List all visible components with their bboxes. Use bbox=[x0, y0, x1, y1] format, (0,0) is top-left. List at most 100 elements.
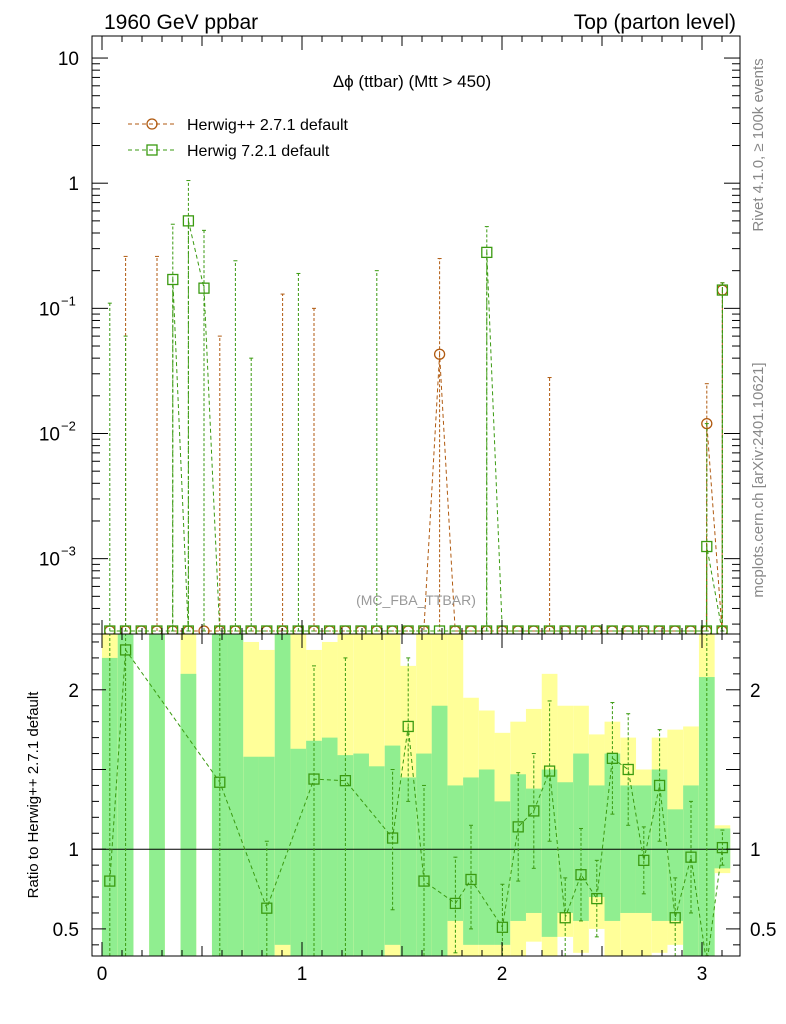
floor-marker bbox=[308, 625, 320, 634]
ratio-y-tick-label-right: 1 bbox=[750, 840, 761, 861]
floor-marker bbox=[449, 625, 461, 634]
legend-label: Herwig 7.2.1 default bbox=[187, 143, 330, 160]
floor-marker bbox=[575, 625, 587, 634]
uncertainty-band-inner bbox=[651, 769, 668, 921]
ratio-data-point bbox=[465, 873, 477, 886]
data-point-herwig7 bbox=[701, 540, 713, 553]
ratio-data-point bbox=[496, 921, 509, 933]
header-left-title: 1960 GeV ppbar bbox=[104, 11, 258, 34]
floor-marker bbox=[182, 625, 194, 634]
y-tick-label: 1 bbox=[68, 174, 79, 195]
ratio-data-point bbox=[622, 763, 634, 776]
floor-marker bbox=[276, 625, 289, 634]
floor-marker bbox=[229, 625, 242, 634]
uncertainty-band-inner bbox=[431, 705, 448, 956]
ratio-y-tick-label-right: 2 bbox=[750, 681, 761, 702]
ratio-axes: 0.5 0.5 1 1 2 2 0 1 2 3 bbox=[53, 634, 776, 985]
ratio-panel: 0.5 0.5 1 1 2 2 0 1 2 3 Ratio to Herwig++ 2.7.1 d… bbox=[25, 633, 776, 985]
data-point-herwigpp bbox=[433, 348, 446, 360]
uncertainty-band-inner bbox=[494, 801, 511, 945]
analysis-watermark: (MC_FBA_TTBAR) bbox=[356, 592, 476, 608]
x-tick-label: 3 bbox=[697, 964, 708, 985]
uncertainty-band-inner bbox=[384, 745, 401, 945]
ratio-plot-area bbox=[92, 634, 740, 956]
main-plot-area bbox=[104, 180, 729, 634]
y-tick-exponent: −1 bbox=[61, 293, 76, 308]
ratio-y-tick-label: 0.5 bbox=[53, 920, 79, 941]
floor-marker bbox=[528, 625, 540, 634]
uncertainty-band-inner bbox=[510, 774, 527, 921]
ratio-data-point bbox=[261, 902, 273, 914]
ratio-y-tick-label: 2 bbox=[68, 681, 79, 702]
y-tick-label: 10 bbox=[58, 49, 79, 70]
floor-marker bbox=[512, 625, 524, 634]
ratio-data-point bbox=[591, 892, 603, 905]
ratio-series-line bbox=[109, 648, 723, 956]
ratio-data-point bbox=[606, 752, 619, 764]
ratio-data-point bbox=[559, 912, 571, 924]
floor-marker bbox=[245, 625, 257, 634]
ratio-data-point bbox=[104, 875, 116, 887]
ratio-data-point bbox=[669, 912, 681, 924]
uncertainty-band-inner bbox=[149, 634, 165, 956]
floor-marker bbox=[355, 625, 367, 634]
uncertainty-band-inner bbox=[101, 657, 118, 956]
floor-marker bbox=[685, 625, 697, 634]
uncertainty-band-inner bbox=[698, 677, 715, 956]
legend-marker bbox=[146, 144, 158, 156]
uncertainty-band-inner bbox=[180, 673, 197, 956]
uncertainty-band-inner bbox=[353, 753, 370, 956]
uncertainty-band-inner bbox=[400, 777, 417, 956]
floor-marker bbox=[402, 625, 414, 634]
ratio-data-point bbox=[685, 851, 697, 863]
y-tick-label: 10 bbox=[39, 550, 60, 571]
x-tick-label: 1 bbox=[297, 964, 308, 985]
floor-marker bbox=[465, 625, 477, 634]
ratio-data-point bbox=[638, 854, 650, 867]
floor-marker bbox=[104, 625, 116, 634]
uncertainty-band-inner bbox=[290, 748, 307, 956]
floor-marker bbox=[637, 625, 650, 634]
ratio-frame bbox=[91, 633, 741, 957]
floor-marker bbox=[606, 625, 618, 634]
uncertainty-band-inner bbox=[227, 634, 244, 956]
uncertainty-band-inner bbox=[368, 766, 385, 956]
ratio-data-point bbox=[543, 765, 556, 777]
uncertainty-band-inner bbox=[321, 737, 338, 956]
y-tick-label: 10 bbox=[39, 424, 60, 445]
mcplots-label: mcplots.cern.ch [arXiv:2401.10621] bbox=[750, 362, 767, 597]
x-tick-label: 2 bbox=[497, 964, 508, 985]
uncertainty-band-inner bbox=[667, 809, 684, 921]
data-point-herwig7 bbox=[198, 282, 210, 294]
ratio-data-point bbox=[339, 775, 352, 787]
ratio-data-point bbox=[512, 821, 524, 833]
ratio-data-point bbox=[119, 644, 132, 656]
floor-marker bbox=[669, 625, 681, 634]
ratio-data-point bbox=[308, 773, 320, 785]
floor-marker bbox=[339, 625, 351, 634]
floor-marker bbox=[119, 625, 132, 634]
rivet-label: Rivet 4.1.0, ≥ 100k events bbox=[750, 58, 767, 231]
ratio-data-point bbox=[402, 720, 414, 733]
header-right-title: Top (parton level) bbox=[574, 11, 736, 34]
y-tick-label: 10 bbox=[39, 299, 60, 320]
uncertainty-band-inner bbox=[243, 756, 260, 956]
series-line-herwig7 bbox=[109, 220, 723, 632]
uncertainty-band-inner bbox=[541, 769, 558, 937]
ratio-data-point bbox=[575, 869, 587, 881]
legend-marker bbox=[146, 118, 158, 130]
series-line-herwigpp bbox=[109, 290, 723, 632]
floor-marker bbox=[292, 625, 304, 634]
data-point-herwig7 bbox=[182, 215, 195, 227]
x-tick-label: 0 bbox=[97, 964, 108, 985]
floor-marker bbox=[166, 625, 179, 634]
ratio-data-point bbox=[528, 805, 540, 817]
floor-marker bbox=[135, 625, 147, 634]
data-point-herwig7 bbox=[716, 284, 729, 296]
ratio-y-tick-label-right: 0.5 bbox=[750, 920, 776, 941]
floor-marker bbox=[559, 625, 571, 634]
floor-marker bbox=[700, 625, 713, 634]
